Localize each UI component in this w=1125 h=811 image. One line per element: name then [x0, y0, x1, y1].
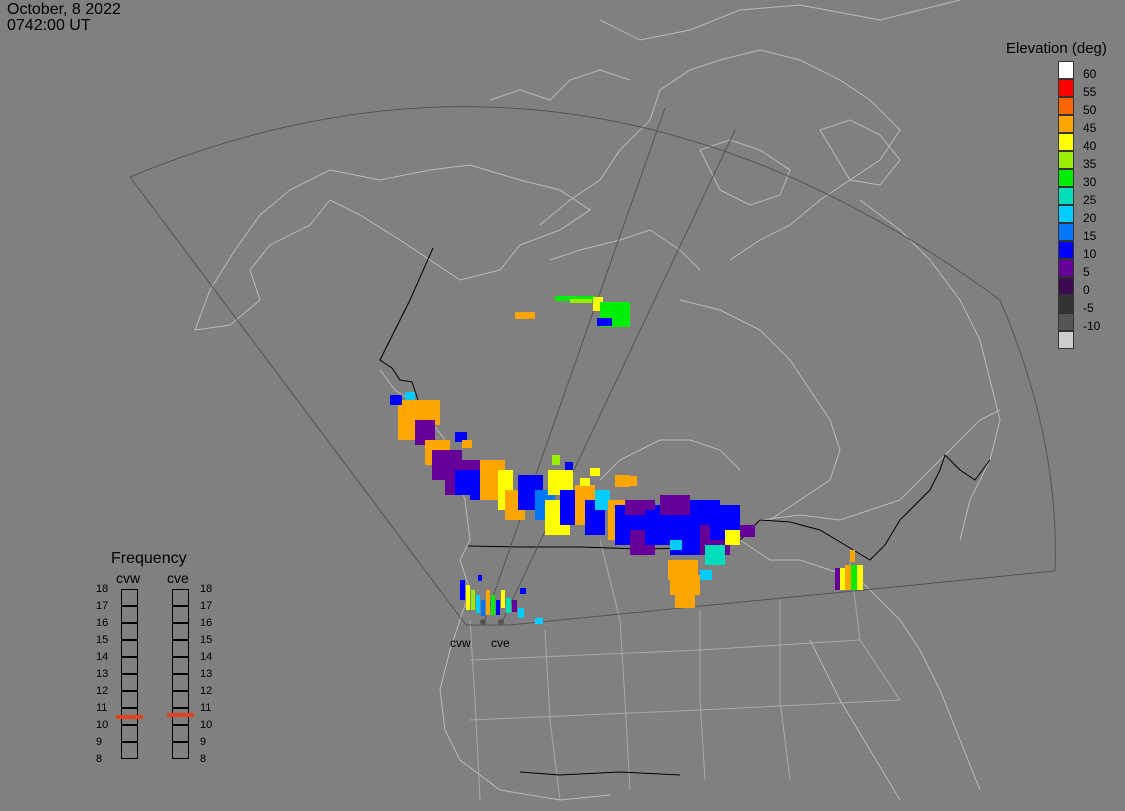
frequency-scale-label: 17	[96, 600, 109, 612]
frequency-cell	[172, 725, 189, 742]
frequency-scale-label: 11	[96, 702, 108, 714]
frequency-scale-label: 16	[96, 617, 109, 629]
frequency-scale-label: 9	[96, 736, 103, 748]
colorbar-swatch	[1058, 241, 1074, 259]
frequency-cell	[121, 623, 138, 640]
frequency-cell	[172, 742, 189, 759]
colorbar-label: -10	[1083, 319, 1101, 333]
frequency-cell	[172, 657, 189, 674]
colorbar-swatch	[1058, 151, 1074, 169]
colorbar-label: -5	[1083, 301, 1094, 315]
frequency-scale-label: 17	[200, 600, 213, 612]
colorbar-swatch	[1058, 205, 1074, 223]
colorbar-label: 25	[1083, 193, 1097, 207]
frequency-cell	[121, 674, 138, 691]
frequency-cell	[172, 589, 189, 606]
colorbar-label: 15	[1083, 229, 1097, 243]
frequency-scale-label: 8	[200, 753, 207, 765]
site-label-cvw: cvw	[450, 636, 471, 650]
frequency-cell	[121, 640, 138, 657]
frequency-scale-label: 18	[200, 583, 213, 595]
frequency-scale-label: 10	[96, 719, 109, 731]
colorbar-swatch	[1058, 79, 1074, 97]
site-label-cve: cve	[491, 636, 510, 650]
frequency-marker-cvw	[116, 714, 143, 719]
colorbar-swatch	[1058, 313, 1074, 331]
colorbar-label: 40	[1083, 139, 1097, 153]
frequency-scale-label: 18	[96, 583, 109, 595]
colorbar-swatch	[1058, 331, 1074, 349]
colorbar-title: Elevation (deg)	[1006, 40, 1107, 57]
frequency-scale-label: 10	[200, 719, 213, 731]
frequency-scale-label: 16	[200, 617, 213, 629]
colorbar-label: 20	[1083, 211, 1097, 225]
frequency-scale-label: 13	[96, 668, 109, 680]
frequency-scale-label: 8	[96, 753, 103, 765]
colorbar-label: 45	[1083, 121, 1097, 135]
colorbar-swatch	[1058, 187, 1074, 205]
colorbar-swatch	[1058, 295, 1074, 313]
frequency-cell	[121, 725, 138, 742]
frequency-scale-label: 15	[96, 634, 109, 646]
coastline-outlines	[194, 0, 1001, 801]
frequency-cell	[121, 606, 138, 623]
colorbar-swatch	[1058, 259, 1074, 277]
colorbar-swatch	[1058, 223, 1074, 241]
frequency-scale-label: 12	[200, 685, 213, 697]
frequency-cell	[172, 674, 189, 691]
time-label: 0742:00 UT	[7, 17, 91, 34]
colorbar-label: 50	[1083, 103, 1097, 117]
colorbar-label: 0	[1083, 283, 1090, 297]
frequency-cell	[172, 606, 189, 623]
colorbar-swatch	[1058, 97, 1074, 115]
colorbar-label: 55	[1083, 85, 1097, 99]
colorbar-label: 5	[1083, 265, 1090, 279]
frequency-scale-label: 12	[96, 685, 109, 697]
state-borders	[469, 539, 901, 801]
frequency-cell	[121, 742, 138, 759]
colorbar-label: 60	[1083, 67, 1097, 81]
backscatter-echoes	[390, 296, 863, 625]
frequency-scale-label: 13	[200, 668, 213, 680]
frequency-column-cvw: cvw	[116, 570, 141, 586]
frequency-scale-label: 15	[200, 634, 213, 646]
frequency-title: Frequency	[111, 550, 187, 567]
date-label: October, 8 2022	[7, 1, 121, 18]
frequency-column-cve: cve	[167, 570, 189, 586]
frequency-cell	[172, 691, 189, 708]
frequency-cell	[121, 691, 138, 708]
colorbar-label: 30	[1083, 175, 1097, 189]
frequency-cell	[121, 657, 138, 674]
colorbar-swatch	[1058, 115, 1074, 133]
radar-fields-of-view	[129, 106, 1056, 626]
frequency-scale-label: 14	[200, 651, 213, 663]
frequency-cell	[172, 640, 189, 657]
frequency-scale-label: 11	[200, 702, 212, 714]
frequency-cell	[121, 589, 138, 606]
colorbar-swatch	[1058, 133, 1074, 151]
frequency-marker-cve	[167, 712, 194, 717]
frequency-cell	[172, 623, 189, 640]
colorbar-label: 35	[1083, 157, 1097, 171]
colorbar-swatch	[1058, 169, 1074, 187]
colorbar-label: 10	[1083, 247, 1097, 261]
colorbar-swatch	[1058, 61, 1074, 79]
colorbar-swatch	[1058, 277, 1074, 295]
frequency-scale-label: 9	[200, 736, 207, 748]
frequency-scale-label: 14	[96, 651, 109, 663]
